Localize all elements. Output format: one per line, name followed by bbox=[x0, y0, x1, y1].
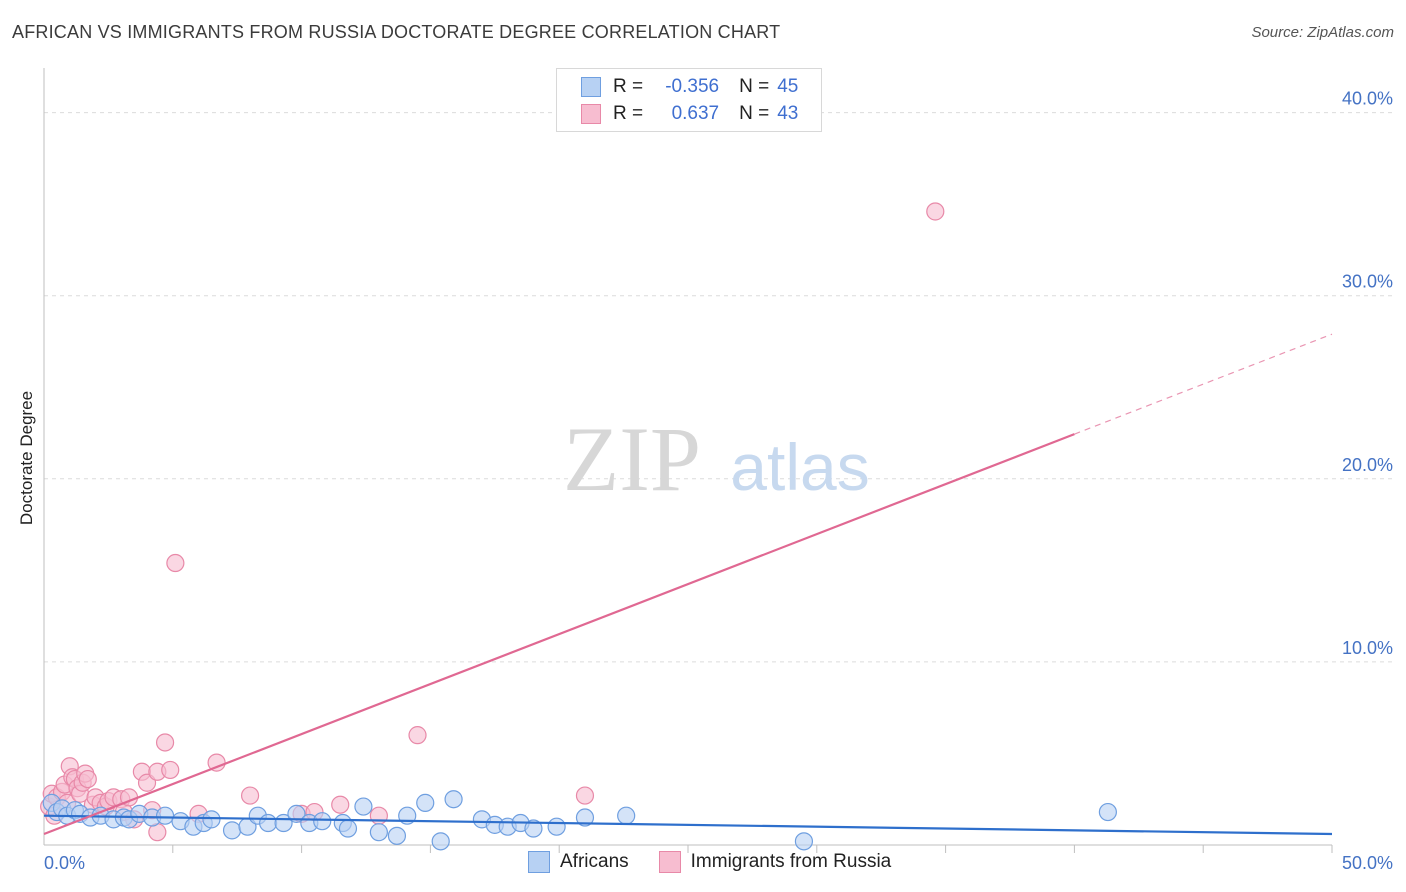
africans-point[interactable] bbox=[444, 790, 463, 809]
russia-swatch bbox=[581, 104, 601, 124]
x-tick-label-min: 0.0% bbox=[44, 853, 85, 873]
legend-item-russia[interactable]: Immigrants from Russia bbox=[658, 851, 892, 873]
russia-swatch bbox=[658, 851, 681, 873]
y-tick-label: 10.0% bbox=[1342, 638, 1393, 658]
russia-point[interactable] bbox=[369, 806, 388, 825]
y-axis-ticks: 10.0% 20.0% 30.0% 40.0% bbox=[1342, 89, 1393, 658]
series-legend: Africans Immigrants from Russia bbox=[528, 851, 921, 873]
africans-point[interactable] bbox=[387, 826, 407, 845]
watermark-zip: ZIP bbox=[563, 408, 701, 510]
source-credit: Source: ZipAtlas.com bbox=[1251, 24, 1394, 41]
x-tick-label-max: 50.0% bbox=[1342, 853, 1393, 873]
russia-point[interactable] bbox=[78, 769, 97, 789]
watermark-atlas: atlas bbox=[730, 430, 869, 504]
r-label: R = bbox=[613, 76, 644, 97]
legend-label-africans: Africans bbox=[560, 851, 629, 872]
africans-point[interactable] bbox=[202, 810, 221, 829]
africans-trend-line bbox=[43, 814, 1333, 836]
y-tick-label: 20.0% bbox=[1342, 455, 1393, 475]
series-russia-points bbox=[40, 202, 945, 842]
africans-point[interactable] bbox=[338, 819, 358, 838]
africans-point[interactable] bbox=[794, 832, 814, 851]
africans-point[interactable] bbox=[155, 806, 175, 825]
x-axis-ticks bbox=[172, 845, 1333, 853]
africans-point[interactable] bbox=[354, 797, 373, 816]
n-value: 43 bbox=[777, 103, 799, 124]
africans-point[interactable] bbox=[431, 832, 450, 851]
legend-row-russia: R = 0.637 N = 43 bbox=[581, 101, 798, 127]
correlation-legend: R = -0.356 N = 45 R = 0.637 N = 43 bbox=[556, 68, 822, 132]
africans-point[interactable] bbox=[287, 804, 306, 823]
gridlines bbox=[44, 112, 1392, 663]
africans-point[interactable] bbox=[547, 817, 566, 836]
africans-point[interactable] bbox=[1098, 802, 1117, 822]
africans-point[interactable] bbox=[369, 823, 388, 842]
africans-point[interactable] bbox=[222, 821, 242, 840]
africans-point[interactable] bbox=[617, 806, 636, 825]
legend-item-africans[interactable]: Africans bbox=[528, 851, 629, 873]
legend-row-africans: R = -0.356 N = 45 bbox=[581, 74, 798, 100]
r-value: 0.637 bbox=[671, 103, 720, 124]
r-label: R = bbox=[613, 103, 644, 124]
russia-point[interactable] bbox=[575, 786, 595, 805]
russia-point[interactable] bbox=[166, 553, 185, 573]
russia-point[interactable] bbox=[408, 726, 427, 745]
russia-point[interactable] bbox=[240, 786, 260, 805]
russia-point[interactable] bbox=[161, 760, 180, 780]
y-tick-label: 40.0% bbox=[1342, 89, 1393, 109]
africans-point[interactable] bbox=[416, 793, 435, 812]
russia-point[interactable] bbox=[155, 733, 175, 752]
africans-point[interactable] bbox=[575, 808, 595, 827]
n-label: N = bbox=[739, 103, 770, 124]
russia-point[interactable] bbox=[331, 795, 350, 814]
trend-lines bbox=[43, 333, 1333, 836]
y-tick-label: 30.0% bbox=[1342, 272, 1393, 292]
n-value: 45 bbox=[777, 76, 799, 97]
africans-point[interactable] bbox=[524, 819, 543, 838]
chart-title: AFRICAN VS IMMIGRANTS FROM RUSSIA DOCTOR… bbox=[12, 22, 781, 42]
russia-trend-line bbox=[43, 433, 1075, 836]
n-label: N = bbox=[739, 76, 770, 97]
russia-trend-line-extension bbox=[1074, 333, 1333, 435]
africans-point[interactable] bbox=[259, 813, 278, 833]
africans-swatch bbox=[581, 77, 601, 97]
africans-swatch bbox=[528, 851, 550, 873]
r-value: -0.356 bbox=[665, 76, 720, 97]
legend-label-russia: Immigrants from Russia bbox=[690, 851, 892, 872]
africans-point[interactable] bbox=[313, 812, 332, 831]
russia-point[interactable] bbox=[926, 202, 945, 221]
